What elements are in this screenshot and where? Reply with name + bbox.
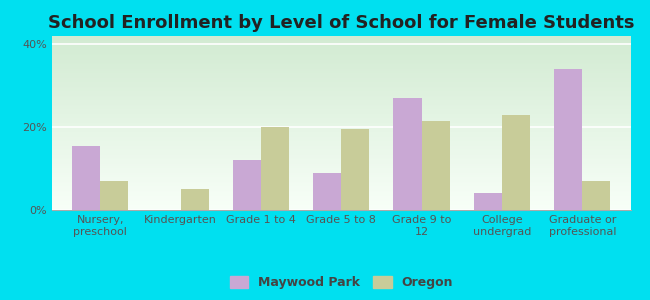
Bar <box>422 121 450 210</box>
Bar <box>502 115 530 210</box>
Bar <box>393 98 422 210</box>
Bar <box>341 129 369 210</box>
Bar <box>582 181 610 210</box>
Legend: Maywood Park, Oregon: Maywood Park, Oregon <box>224 271 458 294</box>
Bar <box>313 173 341 210</box>
Bar <box>181 189 209 210</box>
Bar <box>261 127 289 210</box>
Bar <box>72 146 100 210</box>
Bar <box>100 181 128 210</box>
Bar <box>554 69 582 210</box>
Bar <box>474 194 502 210</box>
Bar <box>233 160 261 210</box>
Title: School Enrollment by Level of School for Female Students: School Enrollment by Level of School for… <box>48 14 634 32</box>
